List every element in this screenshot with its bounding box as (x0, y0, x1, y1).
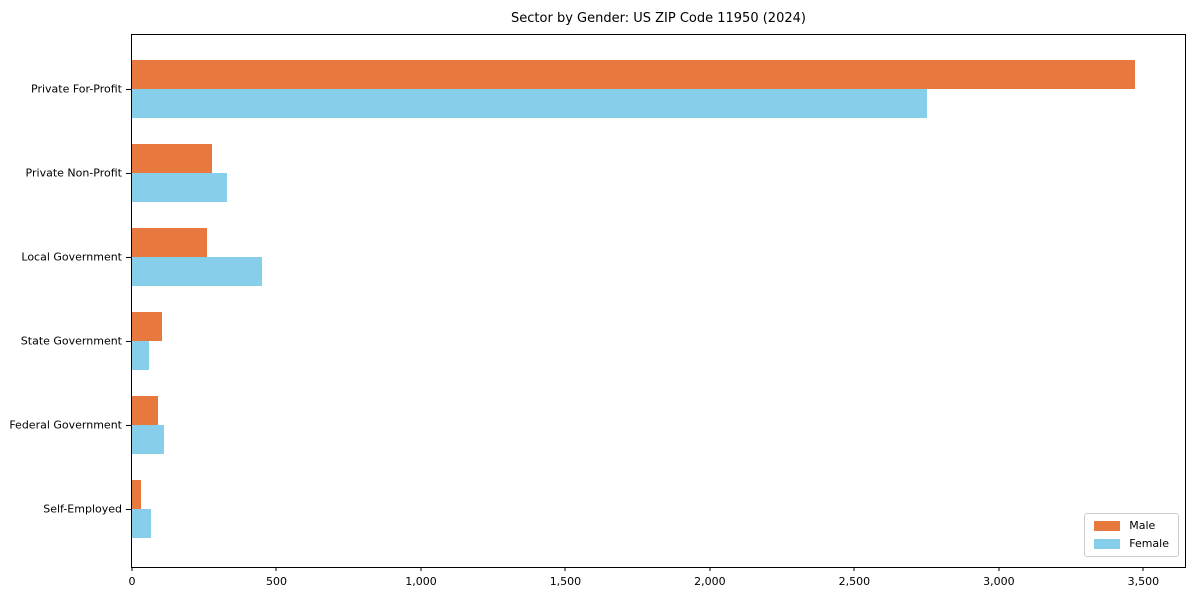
bar-female-state-government (132, 341, 150, 370)
plot-area: Private For-Profit Private Non-Profit Loca… (9, 34, 1186, 588)
legend-swatch-male (1094, 521, 1121, 531)
y-axis-label-federal-government: Federal Government (9, 418, 122, 432)
y-axis-label-private-for-profit: Private For-Profit (31, 82, 122, 96)
x-axis-tick-2500 (853, 567, 855, 571)
x-axis-label-3000: 3,000 (983, 575, 1015, 588)
y-axis-label-private-non-profit: Private Non-Profit (25, 166, 122, 180)
y-axis-tick-federal-government (126, 425, 131, 426)
x-axis-label-2500: 2,500 (838, 575, 871, 588)
y-axis-tick-local-government (126, 257, 131, 258)
legend-swatch-female (1094, 539, 1121, 549)
bar-female-private-non-profit (132, 173, 228, 202)
bar-female-federal-government (132, 425, 164, 454)
bar-male-local-government (132, 228, 208, 257)
bar-female-local-government (132, 257, 263, 286)
x-axis-tick-1000 (420, 567, 422, 571)
legend-label-female: Female (1129, 537, 1169, 550)
x-axis-label-3500: 3,500 (1127, 575, 1160, 588)
x-axis-tick-3000 (998, 567, 1000, 571)
bar-male-state-government (132, 312, 163, 341)
x-axis-label-500: 500 (265, 575, 287, 588)
x-axis-tick-2000 (709, 567, 711, 571)
legend-item-male: Male (1094, 520, 1169, 532)
bar-female-self-employed (132, 509, 151, 538)
y-axis-tick-self-employed (126, 509, 131, 510)
y-axis-label-self-employed: Self-Employed (43, 502, 122, 516)
chart-title: Sector by Gender: US ZIP Code 11950 (202… (511, 11, 806, 26)
x-axis-label-0: 0 (128, 575, 136, 588)
x-axis-label-2000: 2,000 (694, 575, 726, 588)
y-axis-tick-private-non-profit (126, 173, 131, 174)
y-axis-tick-private-for-profit (126, 89, 131, 90)
x-axis-tick-1500 (564, 567, 566, 571)
x-axis-tick-500 (275, 567, 277, 571)
x-axis-label-1500: 1,500 (549, 575, 582, 588)
x-axis-label-1000: 1,000 (405, 575, 437, 588)
bar-male-federal-government (132, 396, 158, 425)
legend: Male Female (1084, 513, 1179, 557)
bar-female-private-for-profit (132, 89, 927, 118)
bar-male-self-employed (132, 480, 141, 509)
x-axis-tick-3500 (1142, 567, 1144, 571)
y-axis-label-state-government: State Government (20, 334, 122, 348)
legend-item-female: Female (1094, 538, 1169, 550)
bar-male-private-non-profit (132, 144, 213, 173)
x-axis-tick-0 (131, 567, 133, 571)
y-axis-tick-state-government (126, 341, 131, 342)
y-axis-label-local-government: Local Government (21, 250, 122, 264)
legend-label-male: Male (1129, 519, 1156, 532)
bar-male-private-for-profit (132, 60, 1135, 89)
